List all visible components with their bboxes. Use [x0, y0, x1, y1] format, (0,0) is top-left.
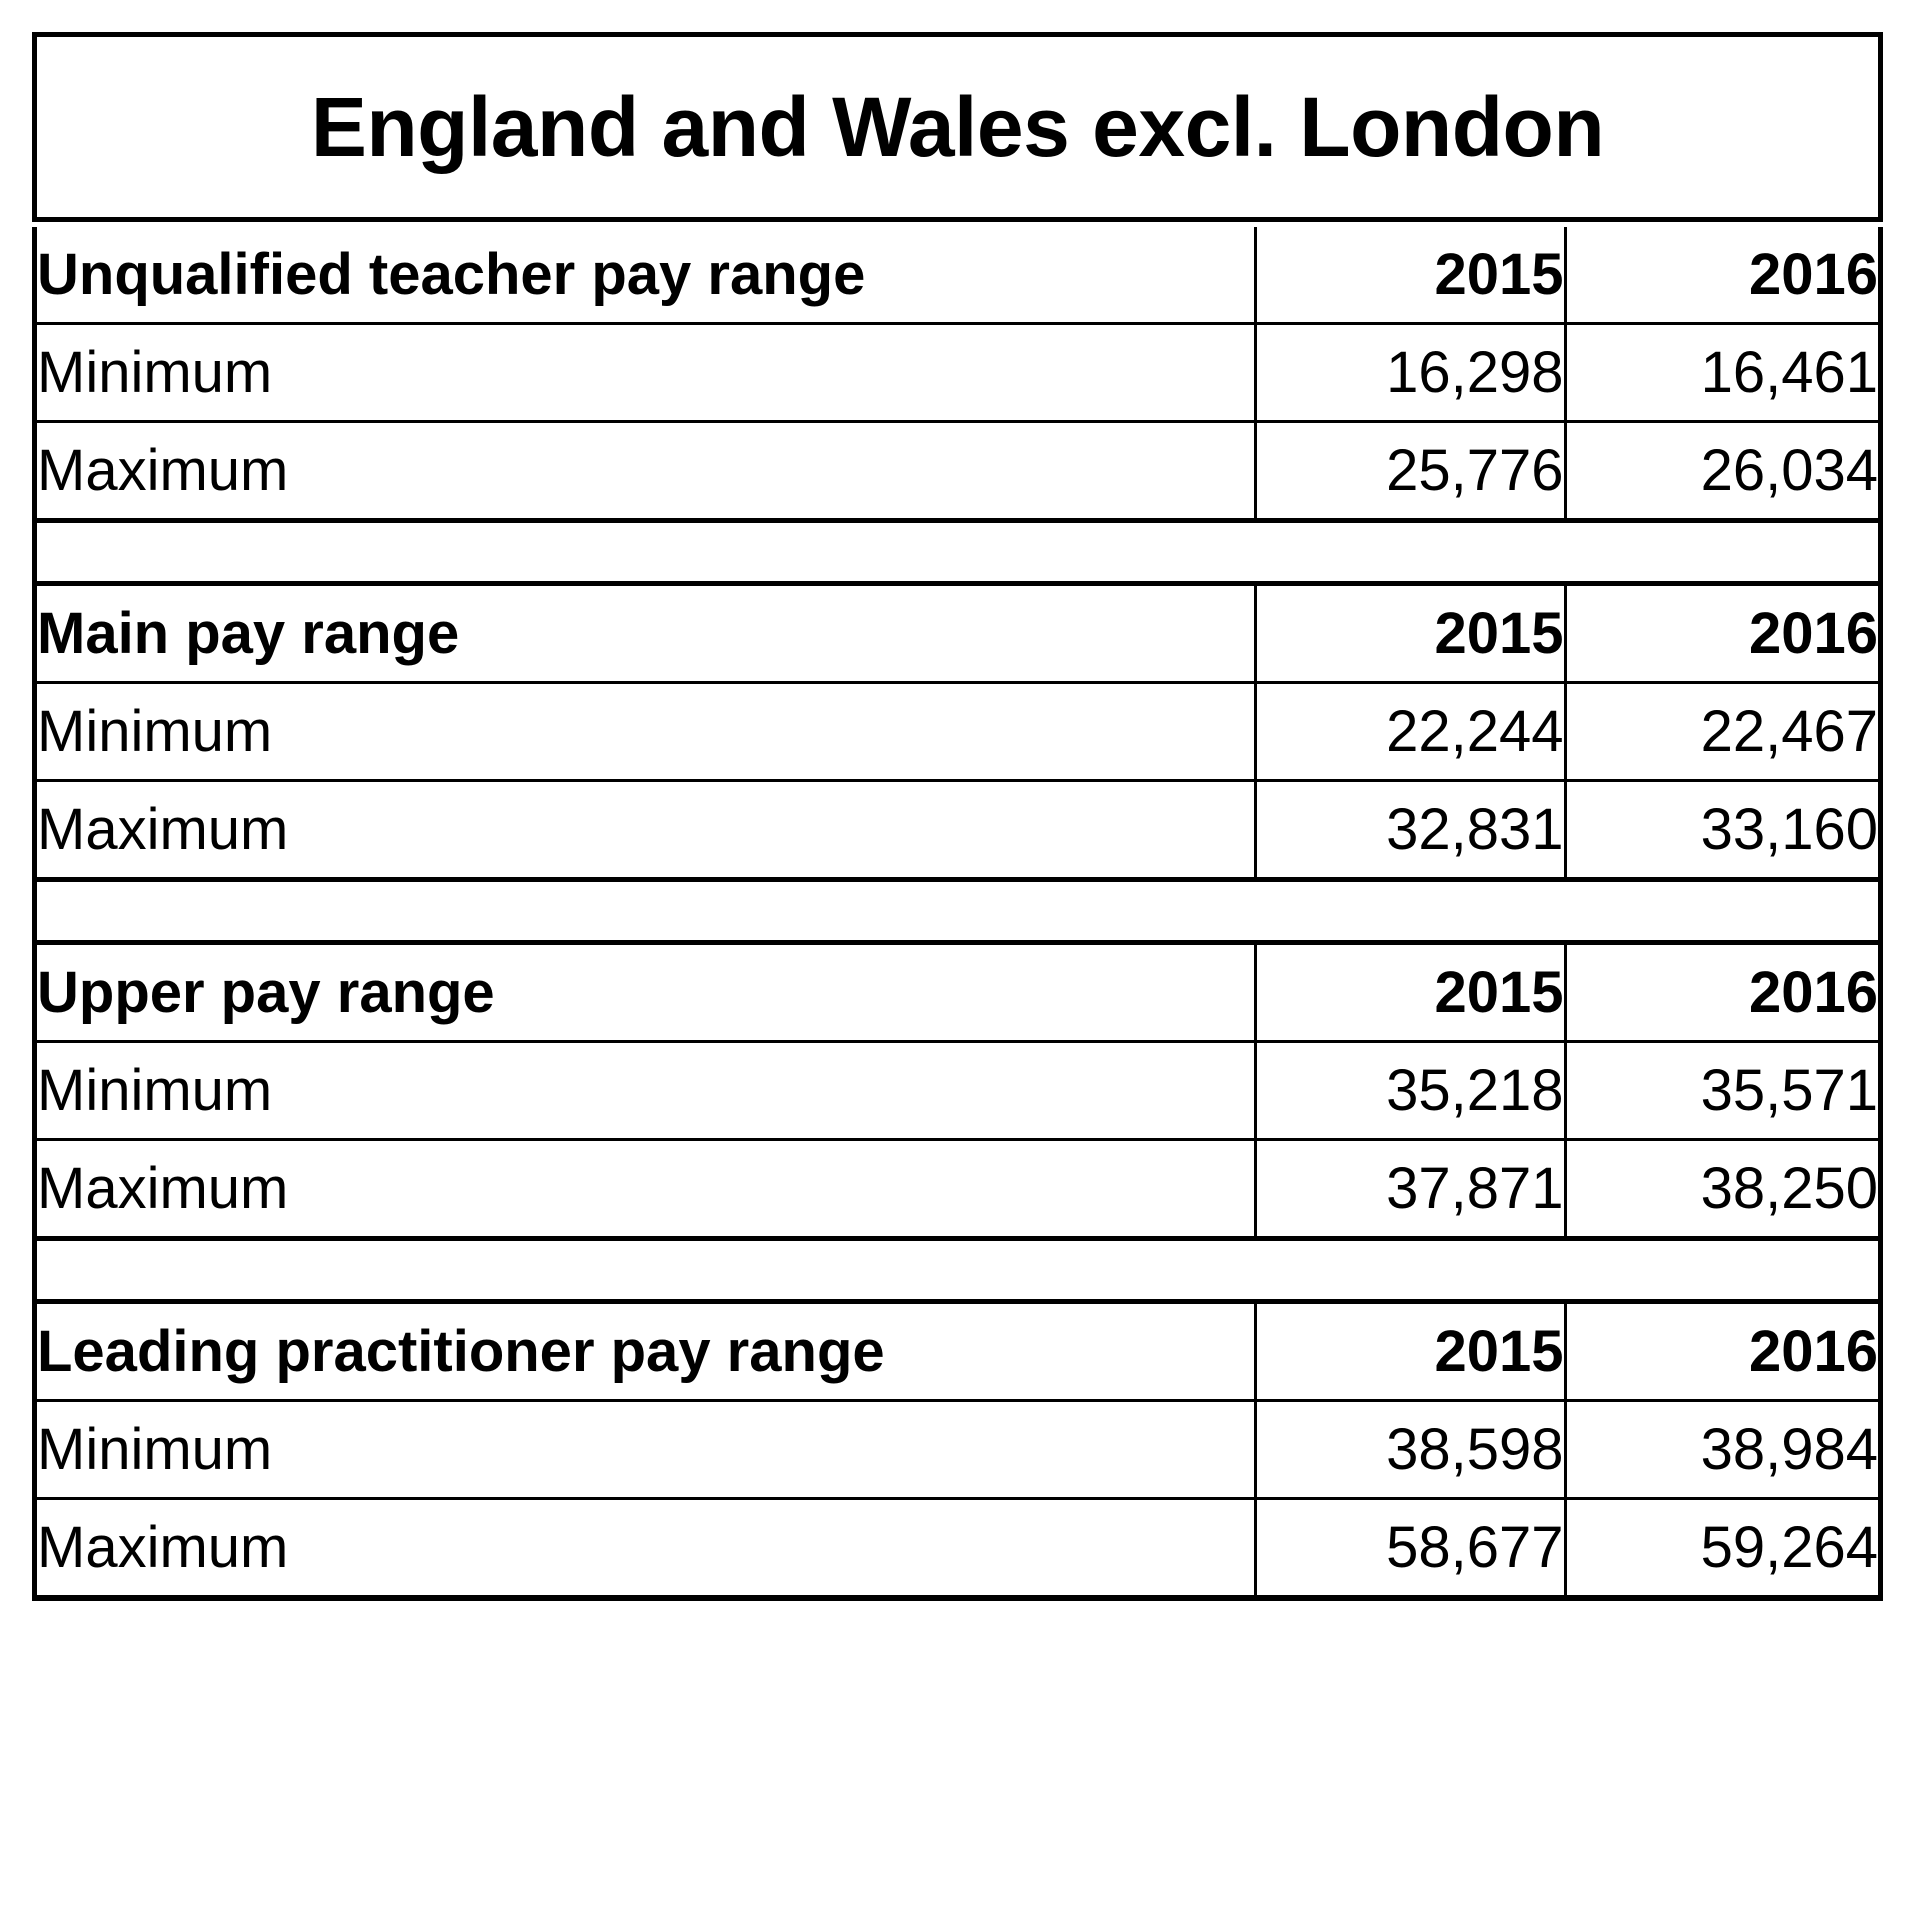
section-year-header-2015: 2015	[1253, 1299, 1565, 1401]
pay-ranges-table: Unqualified teacher pay range 2015 2016 …	[37, 227, 1878, 1595]
row-label-maximum: Maximum	[37, 1497, 1255, 1595]
page-title: England and Wales excl. London	[310, 80, 1605, 174]
section-year-header-2016: 2016	[1563, 1299, 1878, 1401]
section-spacer-row	[37, 1236, 1878, 1302]
section-spacer-cell	[37, 1236, 1878, 1302]
cell-value-2016: 22,467	[1563, 681, 1878, 781]
table-row: Maximum 58,677 59,264	[37, 1497, 1878, 1595]
section-header-row: Unqualified teacher pay range 2015 2016	[37, 227, 1878, 324]
cell-value-2016: 33,160	[1563, 779, 1878, 880]
section-spacer-cell	[37, 877, 1878, 943]
table-row: Maximum 32,831 33,160	[37, 779, 1878, 880]
section-heading-unqualified-teacher-pay-range: Unqualified teacher pay range	[37, 227, 1255, 324]
row-label-maximum: Maximum	[37, 420, 1255, 521]
cell-value-2015: 25,776	[1253, 420, 1565, 521]
cell-value-2015: 16,298	[1253, 322, 1565, 422]
cell-value-2015: 37,871	[1253, 1138, 1565, 1239]
section-header-row: Main pay range 2015 2016	[37, 581, 1878, 683]
table-row: Minimum 35,218 35,571	[37, 1040, 1878, 1140]
table-title-box: England and Wales excl. London	[32, 32, 1883, 222]
table-row: Minimum 16,298 16,461	[37, 322, 1878, 422]
row-label-minimum: Minimum	[37, 1399, 1255, 1499]
row-label-minimum: Minimum	[37, 322, 1255, 422]
row-label-minimum: Minimum	[37, 681, 1255, 781]
section-year-header-2016: 2016	[1563, 940, 1878, 1042]
section-heading-leading-practitioner-pay-range: Leading practitioner pay range	[37, 1299, 1255, 1401]
row-label-maximum: Maximum	[37, 779, 1255, 880]
cell-value-2015: 32,831	[1253, 779, 1565, 880]
row-label-maximum: Maximum	[37, 1138, 1255, 1239]
cell-value-2016: 26,034	[1563, 420, 1878, 521]
cell-value-2015: 58,677	[1253, 1497, 1565, 1595]
section-year-header-2016: 2016	[1563, 581, 1878, 683]
section-spacer-cell	[37, 518, 1878, 584]
section-year-header-2015: 2015	[1253, 581, 1565, 683]
row-label-minimum: Minimum	[37, 1040, 1255, 1140]
table-row: Maximum 25,776 26,034	[37, 420, 1878, 521]
section-header-row: Upper pay range 2015 2016	[37, 940, 1878, 1042]
cell-value-2015: 38,598	[1253, 1399, 1565, 1499]
table-row: Minimum 38,598 38,984	[37, 1399, 1878, 1499]
section-year-header-2015: 2015	[1253, 227, 1565, 324]
section-heading-main-pay-range: Main pay range	[37, 581, 1255, 683]
pay-ranges-table-container: Unqualified teacher pay range 2015 2016 …	[32, 227, 1883, 1601]
section-heading-upper-pay-range: Upper pay range	[37, 940, 1255, 1042]
section-spacer-row	[37, 518, 1878, 584]
cell-value-2016: 35,571	[1563, 1040, 1878, 1140]
cell-value-2016: 59,264	[1563, 1497, 1878, 1595]
section-year-header-2016: 2016	[1563, 227, 1878, 324]
cell-value-2015: 35,218	[1253, 1040, 1565, 1140]
cell-value-2016: 38,250	[1563, 1138, 1878, 1239]
section-header-row: Leading practitioner pay range 2015 2016	[37, 1299, 1878, 1401]
cell-value-2016: 38,984	[1563, 1399, 1878, 1499]
table-row: Minimum 22,244 22,467	[37, 681, 1878, 781]
table-row: Maximum 37,871 38,250	[37, 1138, 1878, 1239]
section-year-header-2015: 2015	[1253, 940, 1565, 1042]
cell-value-2016: 16,461	[1563, 322, 1878, 422]
section-spacer-row	[37, 877, 1878, 943]
cell-value-2015: 22,244	[1253, 681, 1565, 781]
